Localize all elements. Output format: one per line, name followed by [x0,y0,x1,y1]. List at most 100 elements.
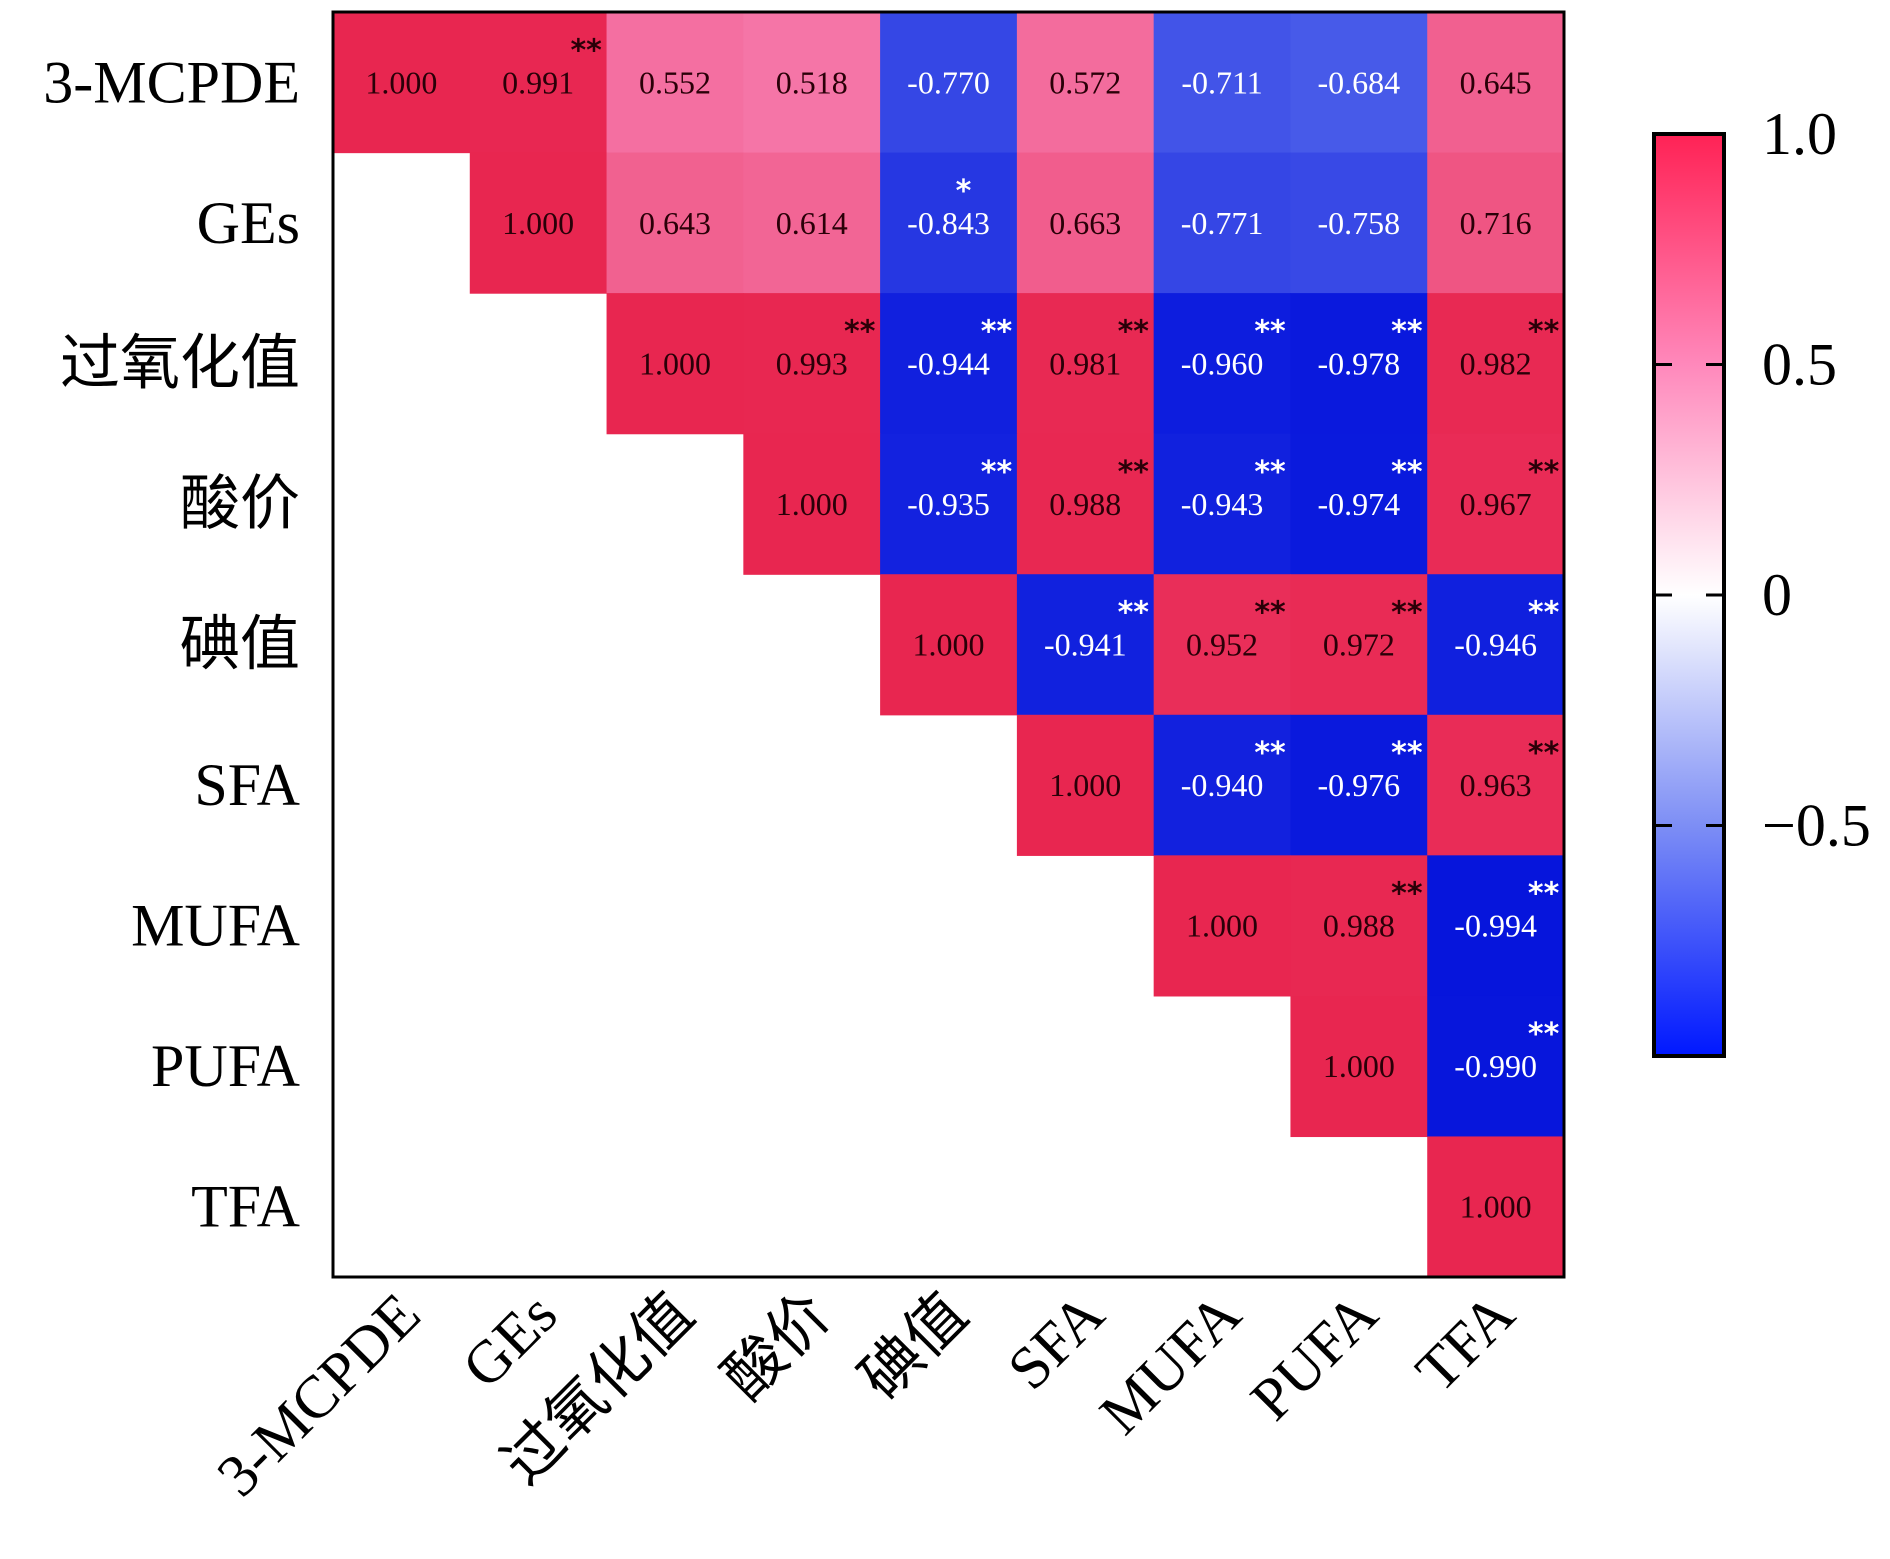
x-tick-label: SFA [995,1281,1116,1402]
heatmap-cells: 1.000 0.991**0.552 0.518 -0.770 0.572 -0.711-… [333,12,1565,1278]
cell-value: 0.614 [776,205,848,241]
significance-marker: ** [1254,455,1286,490]
heatmap-cell: -0.770 [880,12,1018,154]
x-tick-label: 酸价 [711,1281,843,1413]
cell-value: 0.572 [1049,64,1121,100]
cell-rect [880,152,1018,294]
significance-marker: ** [1391,314,1423,349]
cell-rect [743,12,881,154]
heatmap-cell: -0.994** [1427,855,1565,997]
heatmap-cell: 1.000 [880,574,1018,716]
cell-value: 0.988 [1049,486,1121,522]
heatmap-cell: -0.974** [1290,433,1428,575]
heatmap-cell: -0.711 [1153,12,1292,154]
heatmap-cell: -0.978** [1290,293,1428,435]
cell-rect [1427,574,1565,716]
x-tick-label: 碘值 [848,1281,980,1413]
cell-rect [1016,574,1155,716]
significance-marker: * [956,174,972,209]
heatmap-cell: 0.716 [1427,152,1565,294]
heatmap-cell: 0.552 [606,12,744,154]
significance-marker: ** [1254,314,1286,349]
cell-value: -0.994 [1454,908,1537,944]
cell-value: -0.960 [1181,345,1264,381]
cell-value: -0.943 [1181,486,1264,522]
heatmap-cell: 0.614 [743,152,881,294]
significance-marker: ** [1391,877,1423,912]
colorbar: 1.0 0.5 0 −0.5 [1652,101,1871,1058]
heatmap-cell: -0.935** [880,433,1018,575]
heatmap-cell: 0.981** [1016,293,1155,435]
heatmap-cell: -0.944** [880,293,1018,435]
cell-rect [606,293,744,435]
cell-value: 0.716 [1460,205,1532,241]
x-tick-label: 3-MCPDE [204,1281,432,1509]
colorbar-tick-label: 0.5 [1762,332,1837,398]
colorbar-tick-label: −0.5 [1762,793,1871,859]
cell-value: 1.000 [639,345,711,381]
cell-rect [1427,995,1565,1138]
heatmap-cell: 0.952** [1153,574,1292,716]
cell-rect [1290,714,1428,856]
cell-rect [1153,433,1292,575]
heatmap-cell: 1.000 [743,433,881,575]
y-tick-label: 酸价 [180,471,300,537]
cell-rect [606,152,744,294]
significance-marker: ** [981,455,1013,490]
heatmap-cell: -0.946** [1427,574,1565,716]
cell-value: 0.972 [1323,627,1395,663]
heatmap-cell: 0.967** [1427,433,1565,575]
cell-value: 1.000 [1460,1189,1532,1225]
significance-marker: ** [981,314,1013,349]
cell-value: -0.944 [907,345,990,381]
significance-marker: ** [1528,455,1560,490]
heatmap-cell: -0.960** [1153,293,1292,435]
cell-value: 0.967 [1460,486,1532,522]
heatmap-cell: -0.943** [1153,433,1292,575]
cell-rect [1290,293,1428,435]
heatmap-cell: 1.000 [1016,714,1155,856]
heatmap-cell: 1.000 [1427,1136,1565,1278]
cell-rect [1153,855,1292,997]
heatmap-cell: -0.771 [1153,152,1292,294]
heatmap-cell: 0.963** [1427,714,1565,856]
heatmap-cell: 0.643 [606,152,744,294]
cell-rect [1016,293,1155,435]
heatmap-cell: -0.684 [1290,12,1428,154]
cell-rect [1153,574,1292,716]
plot-frame [331,10,1566,1279]
cell-rect [743,433,881,575]
heatmap-cell: -0.843* [880,152,1018,294]
heatmap-cell: 1.000 [469,152,608,294]
cell-value: 1.000 [1186,908,1258,944]
significance-marker: ** [1254,596,1286,631]
heatmap-cell: 0.991** [469,12,608,154]
significance-marker: ** [1528,314,1560,349]
significance-marker: ** [1528,736,1560,771]
cell-rect [743,293,881,435]
significance-marker: ** [1528,1017,1560,1052]
significance-marker: ** [1118,596,1150,631]
heatmap-cell: 0.663 [1016,152,1155,294]
y-tick-label: TFA [191,1174,300,1240]
cell-value: 0.991 [502,64,574,100]
heatmap-cell: 0.988** [1016,433,1155,575]
heatmap-cell: 0.972** [1290,574,1428,716]
cell-value: 0.518 [776,64,848,100]
cell-value: -0.711 [1181,64,1262,100]
cell-rect [880,293,1018,435]
cell-rect [1153,714,1292,856]
heatmap-cell: 0.645 [1427,12,1565,154]
x-tick-label: GEs [450,1281,570,1401]
heatmap-cell: 1.000 [1153,855,1292,997]
cell-rect [743,152,881,294]
cell-value: 1.000 [1049,767,1121,803]
significance-marker: ** [1391,596,1423,631]
colorbar-tick-label: 0 [1762,562,1792,628]
cell-value: 1.000 [502,205,574,241]
cell-rect [1427,152,1565,294]
cell-rect [1153,293,1292,435]
cell-rect [1016,152,1155,294]
significance-marker: ** [1391,736,1423,771]
